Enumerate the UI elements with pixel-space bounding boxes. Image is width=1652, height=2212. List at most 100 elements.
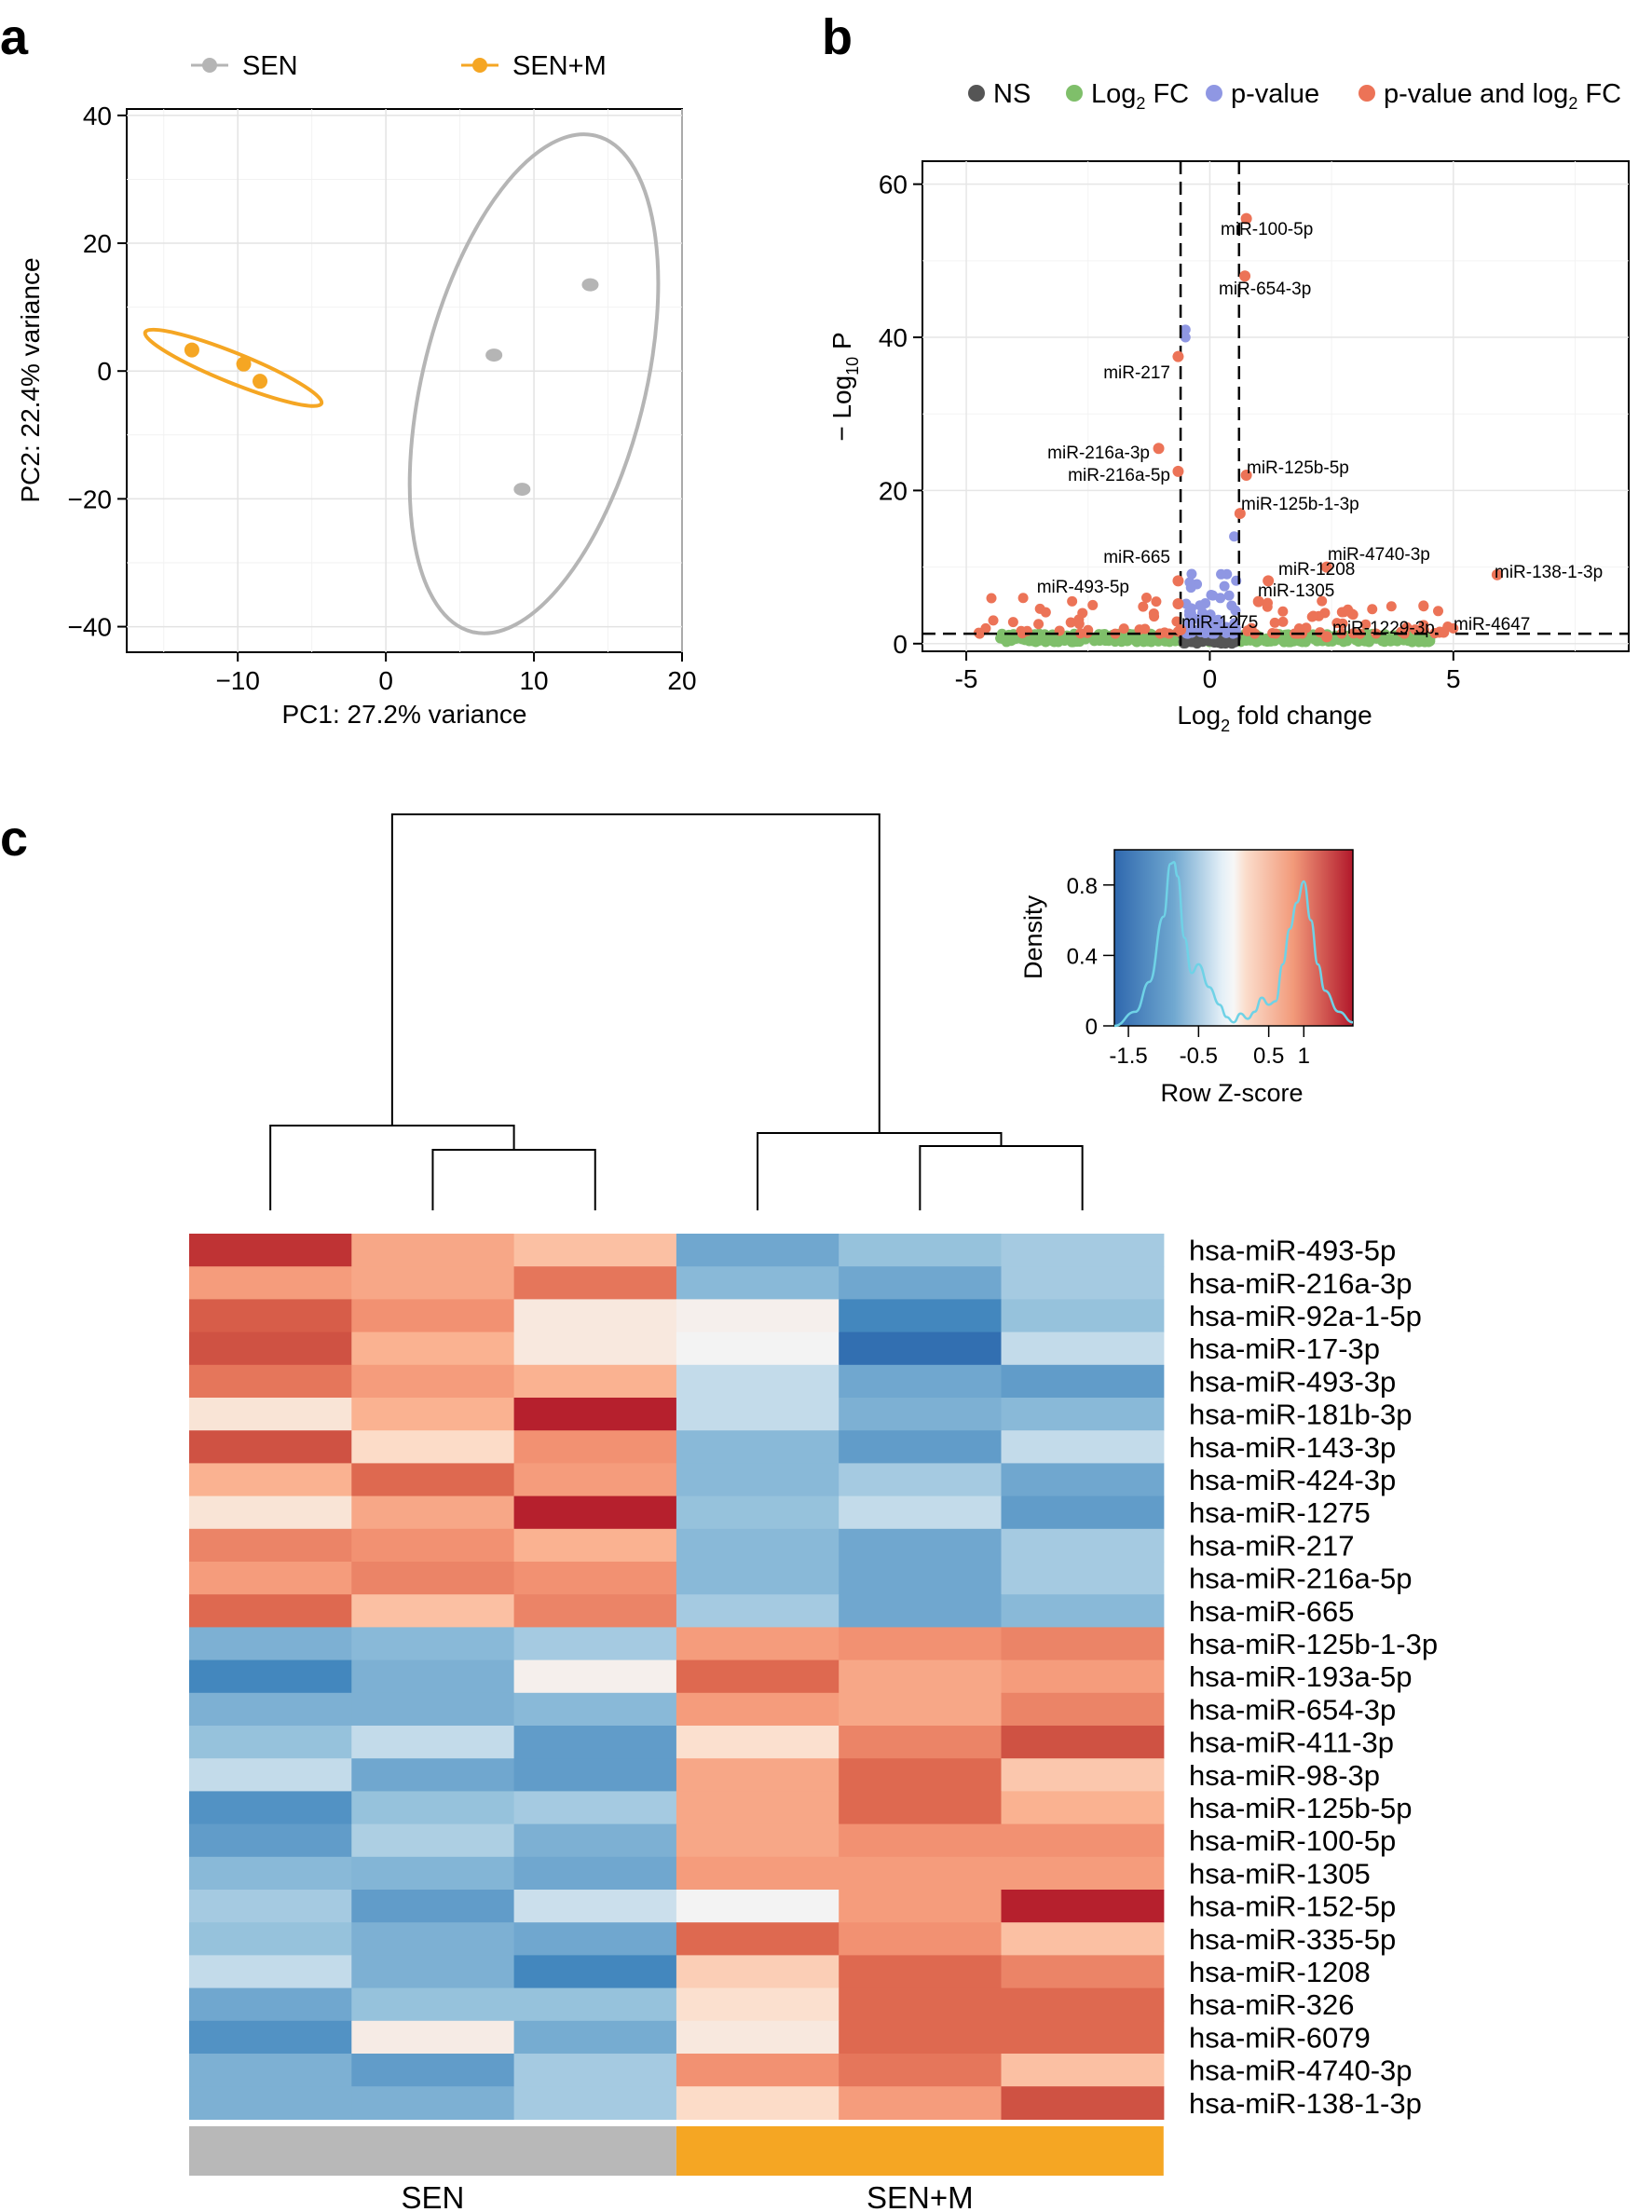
volcano-point-label: miR-100-5p — [1221, 220, 1313, 239]
pca-point-sen — [485, 348, 503, 362]
heatmap-cell — [676, 1922, 840, 1956]
volcano-labeled-point — [1239, 270, 1251, 282]
volcano-y-label-sub: 10 — [843, 357, 862, 375]
heatmap-cell — [676, 1299, 840, 1333]
heatmap-cell — [839, 1791, 1003, 1825]
volcano-point-pvalue — [1215, 593, 1226, 604]
heatmap-cell — [351, 1922, 515, 1956]
pca-plot-area — [126, 108, 683, 653]
heatmap-cell — [676, 1234, 840, 1267]
heatmap-cell — [676, 1364, 840, 1399]
color-key-x-tick-label: -1.5 — [1109, 1044, 1147, 1069]
volcano-y-label-rest: P — [827, 332, 856, 356]
pca-point-sen-plus-m — [184, 342, 199, 358]
volcano-point-pvalue — [1195, 600, 1206, 611]
volcano-point-sig — [1433, 606, 1444, 617]
heatmap-cell — [1001, 1234, 1165, 1267]
heatmap-row-label: hsa-miR-193a-5p — [1189, 1660, 1413, 1693]
heatmap-cell — [1001, 1823, 1165, 1858]
heatmap-cell — [513, 1856, 677, 1891]
color-key-axes: -1.5 -0.5 0.5 1 0 0.4 0.8 — [1067, 874, 1310, 1069]
heatmap-cell — [839, 1659, 1003, 1694]
pca-point-sen — [581, 278, 599, 292]
volcano-point-sig — [1242, 625, 1253, 636]
color-key-gradient — [1113, 849, 1354, 1027]
heatmap-cell — [513, 1987, 677, 2022]
heatmap-cell — [189, 1692, 352, 1727]
heatmap-cell — [839, 1955, 1003, 1989]
volcano-point-label: miR-1229-3p — [1332, 619, 1435, 638]
heatmap-cell — [189, 1331, 352, 1366]
pca-y-tick-label: 0 — [97, 357, 112, 386]
volcano-point-sig — [1171, 616, 1182, 627]
volcano-labeled-point — [1172, 465, 1184, 477]
heatmap-cell — [513, 1430, 677, 1464]
heatmap-cell — [513, 1463, 677, 1497]
heatmap-cell — [839, 1266, 1003, 1300]
volcano-legend-label: NS — [993, 79, 1031, 109]
heatmap-cell — [676, 1331, 840, 1366]
heatmap-cell — [676, 2086, 840, 2120]
heatmap-group-bar-segment — [189, 2126, 676, 2176]
heatmap-cell — [676, 1726, 840, 1759]
volcano-legend-marker — [968, 85, 985, 102]
heatmap-group-bar: SEN SEN+M — [189, 2126, 1164, 2212]
color-key-x-label: Row Z-score — [1160, 1079, 1303, 1107]
volcano-legend-marker — [1066, 85, 1083, 102]
heatmap-cell — [676, 1856, 840, 1891]
heatmap-cell — [1001, 1791, 1165, 1825]
heatmap-cell — [513, 1791, 677, 1825]
volcano-legend-label: p-value — [1231, 79, 1319, 109]
volcano-labeled-point — [1320, 561, 1332, 573]
volcano-point-pvalue — [1219, 580, 1230, 592]
volcano-point-log2fc — [1028, 635, 1039, 647]
heatmap-cell — [1001, 1955, 1165, 1989]
volcano-point-pvalue — [1197, 613, 1208, 624]
heatmap-cell — [189, 1955, 352, 1989]
heatmap-cell — [513, 1758, 677, 1792]
heatmap-cell — [513, 1659, 677, 1694]
heatmap-cell — [351, 1890, 515, 1923]
heatmap-cell — [676, 1495, 840, 1530]
pca-points — [184, 278, 599, 497]
dendrogram-branch — [269, 1125, 515, 1210]
pca-plot: SEN SEN+M −10 0 10 20 −40 −20 0 20 40 PC1: 27.2%… — [16, 51, 697, 729]
heatmap-cell — [1001, 1922, 1165, 1956]
heatmap-cell — [1001, 1659, 1165, 1694]
heatmap-cell — [1001, 1987, 1165, 2022]
heatmap-cell — [676, 1627, 840, 1661]
heatmap-cell — [1001, 1856, 1165, 1891]
volcano-point-log2fc — [1123, 635, 1134, 646]
heatmap-cell — [351, 1594, 515, 1628]
volcano-point-sig — [1277, 606, 1289, 617]
volcano-point-sig — [1360, 619, 1372, 630]
volcano-point-sig — [1138, 601, 1149, 612]
dendrogram-branch — [919, 1145, 1084, 1210]
volcano-point-pvalue — [1229, 531, 1240, 542]
heatmap-cell — [1001, 1627, 1165, 1661]
volcano-point-sig — [1418, 624, 1429, 635]
volcano-point-pvalue — [1223, 590, 1235, 601]
heatmap-cell — [513, 1299, 677, 1333]
volcano-legend-label-main: p-value — [1231, 79, 1319, 109]
volcano-labeled-points: miR-100-5p miR-654-3p miR-217 miR-216a-3p mi… — [1037, 212, 1603, 643]
volcano-legend-label-rest: FC — [1145, 79, 1189, 109]
heatmap-cell — [351, 1430, 515, 1464]
pca-x-tick-label: 20 — [667, 666, 696, 695]
heatmap-cell — [839, 1726, 1003, 1759]
volcano-point-log2fc — [1074, 636, 1085, 648]
volcano-point-pvalue — [1216, 568, 1227, 580]
heatmap-cell — [1001, 1430, 1165, 1464]
pca-ellipses — [143, 132, 661, 635]
pca-legend-marker — [472, 58, 487, 73]
volcano-labeled-point — [1172, 575, 1184, 587]
heatmap-row-label: hsa-miR-665 — [1189, 1595, 1354, 1628]
pca-grid — [127, 109, 683, 652]
heatmap-cells — [189, 1234, 1165, 2120]
heatmap-row-label: hsa-miR-125b-5p — [1189, 1792, 1413, 1824]
heatmap-cell — [676, 1266, 840, 1300]
heatmap-row-label: hsa-miR-424-3p — [1189, 1464, 1396, 1496]
heatmap-cell — [676, 1528, 840, 1563]
panel-label-b: b — [822, 9, 853, 65]
heatmap-cell — [351, 2054, 515, 2087]
